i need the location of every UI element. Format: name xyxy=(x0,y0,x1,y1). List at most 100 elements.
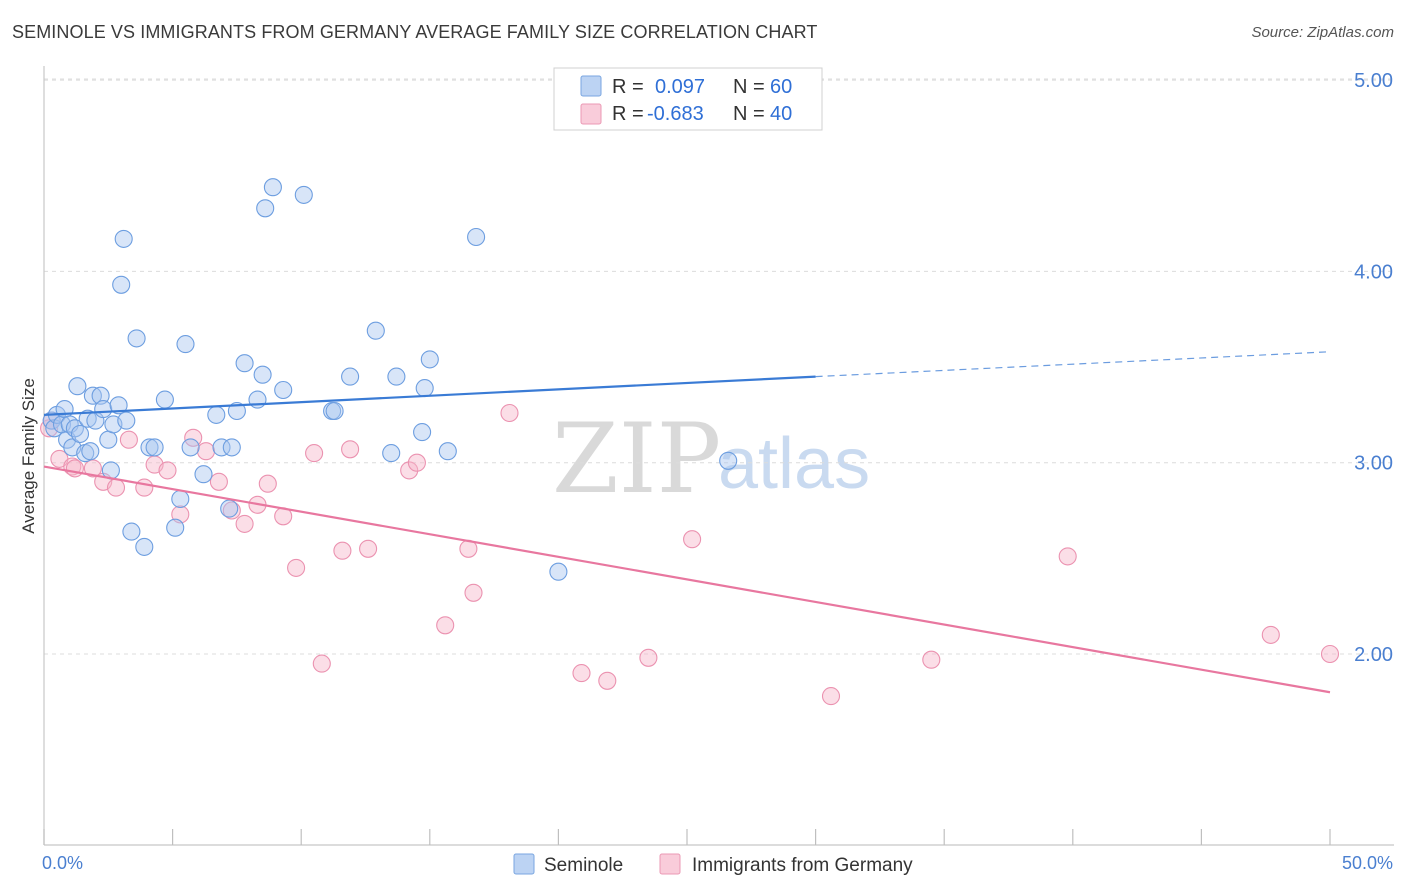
seminole-point xyxy=(127,329,146,348)
stats-legend: R = 0.097 N = 60 R = -0.683 N = 40 xyxy=(553,67,823,131)
seminole-point xyxy=(194,465,213,484)
seminole-point xyxy=(122,522,141,541)
germany-point xyxy=(171,505,190,524)
stats-r-value-germany: -0.683 xyxy=(647,103,704,125)
stats-r-label-seminole: R = xyxy=(612,76,644,98)
stats-n-label-germany: N = xyxy=(733,103,765,125)
x-tick-label: 0.0% xyxy=(42,853,83,873)
stats-n-value-seminole: 60 xyxy=(770,76,792,98)
legend-swatch-germany xyxy=(659,853,681,875)
germany-trend-line xyxy=(43,465,1331,694)
germany-point xyxy=(1320,644,1340,664)
watermark-atlas: atlas xyxy=(718,424,870,504)
seminole-point xyxy=(83,386,102,405)
germany-point xyxy=(922,650,941,669)
seminole-point xyxy=(415,379,434,398)
seminole-point xyxy=(220,499,239,518)
y-axis-label: Average Family Size xyxy=(19,378,38,534)
seminole-point xyxy=(263,178,282,197)
trend-lines xyxy=(43,351,1331,694)
seminole-point xyxy=(366,321,385,340)
seminole-point xyxy=(341,367,360,386)
germany-point xyxy=(258,474,277,493)
germany-point xyxy=(821,687,841,706)
germany-point xyxy=(1261,625,1280,644)
seminole-point xyxy=(70,424,90,444)
seminole-point xyxy=(155,390,174,409)
y-tick-label: 3.00 xyxy=(1354,453,1393,475)
legend-swatch-seminole xyxy=(513,853,535,875)
seminole-point xyxy=(253,365,272,384)
seminole-point xyxy=(112,275,131,294)
seminole-point xyxy=(135,537,154,556)
tick-labels: 2.00 3.00 4.00 5.00 0.0% 50.0% xyxy=(42,70,1393,873)
germany-point xyxy=(158,461,177,480)
germany-point xyxy=(500,403,519,423)
axes xyxy=(43,66,1394,846)
seminole-point xyxy=(114,229,133,248)
seminole-point xyxy=(166,518,185,537)
stats-n-label-seminole: N = xyxy=(733,76,765,98)
stats-legend-swatch-germany xyxy=(580,103,602,125)
seminole-point xyxy=(212,438,231,457)
legend-label-germany: Immigrants from Germany xyxy=(692,855,913,876)
germany-point xyxy=(598,671,617,690)
germany-point xyxy=(287,558,306,577)
seminole-point xyxy=(274,380,293,400)
stats-legend-swatch-seminole xyxy=(580,75,602,97)
seminole-point xyxy=(256,199,275,218)
y-tick-label: 5.00 xyxy=(1354,70,1393,92)
y-tick-label: 2.00 xyxy=(1354,644,1393,666)
x-tick-label: 50.0% xyxy=(1342,853,1393,873)
germany-point xyxy=(436,616,455,635)
germany-point xyxy=(639,648,658,667)
germany-point xyxy=(305,444,324,463)
germany-point xyxy=(135,478,154,497)
seminole-point xyxy=(145,438,164,457)
germany-point xyxy=(400,461,419,480)
seminole-point xyxy=(117,411,136,430)
germany-point xyxy=(359,539,378,558)
seminole-point xyxy=(176,335,195,354)
germany-point xyxy=(196,442,216,461)
seminole-point xyxy=(109,396,128,415)
seminole-point xyxy=(181,438,200,457)
germany-point xyxy=(65,459,84,478)
seminole-point xyxy=(438,442,457,461)
seminole-trend-line xyxy=(43,375,816,416)
chart-title: SEMINOLE VS IMMIGRANTS FROM GERMANY AVER… xyxy=(12,22,818,42)
germany-point xyxy=(235,514,254,533)
seminole-point xyxy=(222,438,241,457)
germany-point xyxy=(119,430,138,449)
seminole-point xyxy=(420,350,439,369)
germany-point xyxy=(464,583,483,602)
seminole-point xyxy=(467,227,486,247)
germany-point xyxy=(83,459,102,478)
seminole-point xyxy=(68,377,87,396)
germany-point xyxy=(222,501,241,520)
seminole-point xyxy=(387,367,406,386)
seminole-point xyxy=(382,444,401,463)
seminole-point xyxy=(294,185,313,204)
seminole-trend-extension xyxy=(815,351,1331,378)
seminole-point xyxy=(171,489,190,509)
stats-r-label-germany: R = xyxy=(612,103,644,125)
seminole-point xyxy=(549,562,568,581)
germany-point xyxy=(209,472,228,491)
germany-point xyxy=(407,453,426,472)
seminole-point xyxy=(235,354,254,373)
seminole-points xyxy=(42,178,738,581)
seminole-point xyxy=(719,451,738,470)
germany-point xyxy=(683,530,702,549)
seminole-point xyxy=(78,409,97,428)
seminole-point xyxy=(140,438,159,457)
seminole-point xyxy=(207,405,226,424)
seminole-point xyxy=(94,400,113,419)
series-legend: Seminole Immigrants from Germany xyxy=(513,853,913,876)
y-tick-label: 4.00 xyxy=(1354,261,1393,283)
seminole-point xyxy=(65,419,84,438)
seminole-point xyxy=(227,401,246,421)
seminole-point xyxy=(81,442,100,461)
germany-point xyxy=(1058,547,1077,566)
